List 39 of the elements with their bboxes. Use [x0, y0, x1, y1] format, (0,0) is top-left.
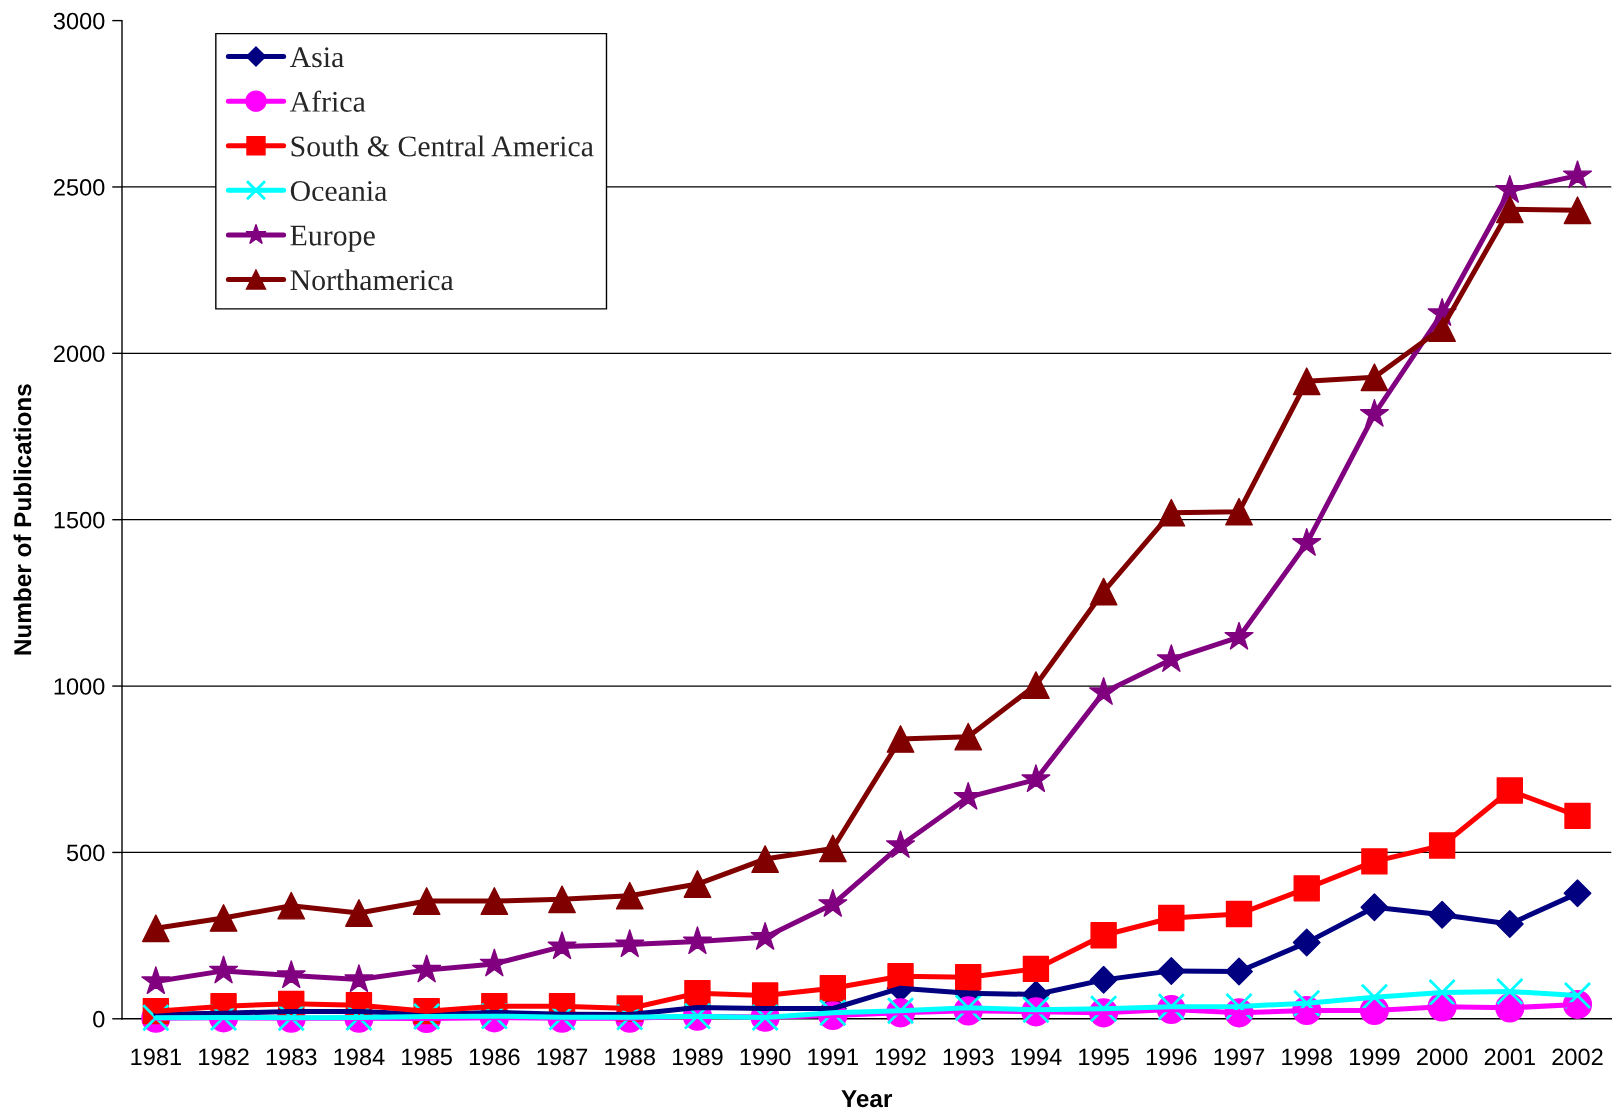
- x-tick-label: 1986: [469, 1048, 520, 1066]
- x-tick-label: 1994: [1011, 1048, 1062, 1066]
- y-tick-label: 1500: [54, 511, 105, 529]
- x-tick-label: 2000: [1417, 1048, 1468, 1066]
- x-tick-label: 1981: [131, 1048, 181, 1066]
- x-tick-label: 1991: [808, 1048, 858, 1066]
- x-tick-label: 1987: [537, 1048, 588, 1066]
- point: [1495, 977, 1524, 1006]
- x-tick-label: 1983: [266, 1048, 317, 1066]
- legend-label: Africa: [289, 90, 366, 112]
- x-tick-label: 1984: [334, 1048, 385, 1066]
- y-tick-label: 2000: [54, 345, 105, 363]
- x-axis-title: Year: [841, 1090, 892, 1108]
- y-tick-label: 2500: [54, 179, 105, 196]
- legend-label: Asia: [289, 47, 344, 68]
- y-tick-label: 500: [66, 844, 105, 862]
- x-tick-label: 2001: [1484, 1048, 1535, 1066]
- x-tick-label: 1993: [943, 1048, 994, 1066]
- x-tick-label: 1982: [199, 1048, 249, 1066]
- x-tick-label: 1997: [1214, 1048, 1265, 1066]
- x-tick-label: 1985: [402, 1048, 452, 1066]
- y-tick-label: 0: [93, 1010, 105, 1028]
- legend-label: Europe: [290, 225, 375, 252]
- legend-label: Oceania: [290, 180, 387, 202]
- x-tick-label: 1990: [740, 1048, 791, 1066]
- x-tick-label: 1999: [1349, 1048, 1400, 1066]
- point: [1428, 978, 1456, 1007]
- x-tick-label: 1995: [1079, 1048, 1129, 1066]
- y-tick-label: 1000: [54, 678, 105, 695]
- legend-label: South & Central America: [291, 135, 594, 157]
- x-tick-label: 1998: [1282, 1048, 1332, 1066]
- x-tick-label: 1989: [672, 1048, 723, 1066]
- y-axis-title: Number of Publications: [13, 384, 32, 655]
- legend-label: Northamerica: [290, 269, 454, 291]
- y-tick-label: 3000: [53, 12, 105, 30]
- x-tick-label: 1992: [876, 1048, 926, 1066]
- x-tick-label: 1988: [605, 1048, 655, 1066]
- x-tick-label: 1996: [1146, 1048, 1197, 1066]
- x-tick-label: 2002: [1552, 1048, 1603, 1066]
